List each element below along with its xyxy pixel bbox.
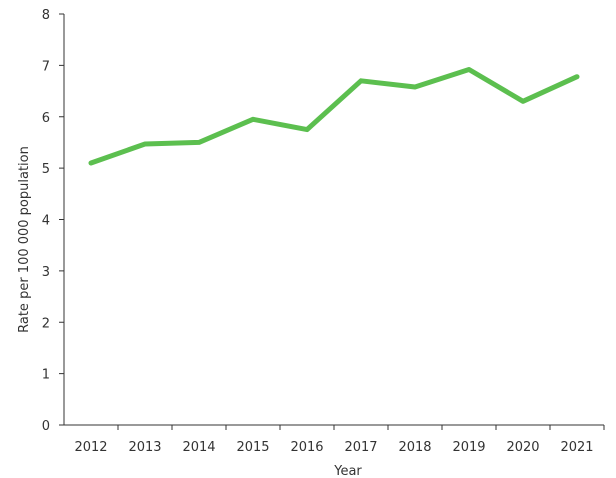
y-tick-label: 3 (42, 265, 50, 280)
series-line-0 (88, 67, 580, 166)
x-tick-label: 2020 (506, 440, 539, 455)
y-ticks: 0 1 2 3 4 5 6 7 8 (42, 8, 64, 434)
y-tick-label: 4 (42, 214, 50, 229)
series-layer (88, 67, 580, 166)
x-ticks: 2012 2013 2014 2015 2016 2017 2018 2019 2020 2021 (74, 425, 605, 455)
x-tick-label: 2012 (74, 440, 107, 455)
x-tick-label: 2018 (398, 440, 431, 455)
y-tick-label: 7 (42, 59, 50, 74)
x-tick-label: 2017 (344, 440, 377, 455)
x-axis-title: Year (333, 464, 362, 478)
x-axis: 2012 2013 2014 2015 2016 2017 2018 2019 2020 2021 (64, 424, 605, 455)
y-tick-label: 6 (42, 111, 50, 126)
y-tick-label: 1 (42, 368, 50, 383)
x-tick-label: 2014 (182, 440, 215, 455)
x-tick-label: 2013 (128, 440, 161, 455)
y-tick-label: 2 (42, 316, 50, 331)
y-axis-title: Rate per 100 000 population (17, 146, 32, 333)
x-tick-label: 2016 (290, 440, 323, 455)
y-axis: 0 1 2 3 4 5 6 7 8 (42, 8, 65, 434)
y-tick-label: 0 (42, 419, 50, 434)
x-tick-label: 2019 (452, 440, 485, 455)
x-tick-label: 2021 (560, 440, 593, 455)
y-tick-label: 5 (42, 162, 50, 177)
y-tick-label: 8 (42, 8, 50, 23)
x-tick-label: 2015 (236, 440, 269, 455)
